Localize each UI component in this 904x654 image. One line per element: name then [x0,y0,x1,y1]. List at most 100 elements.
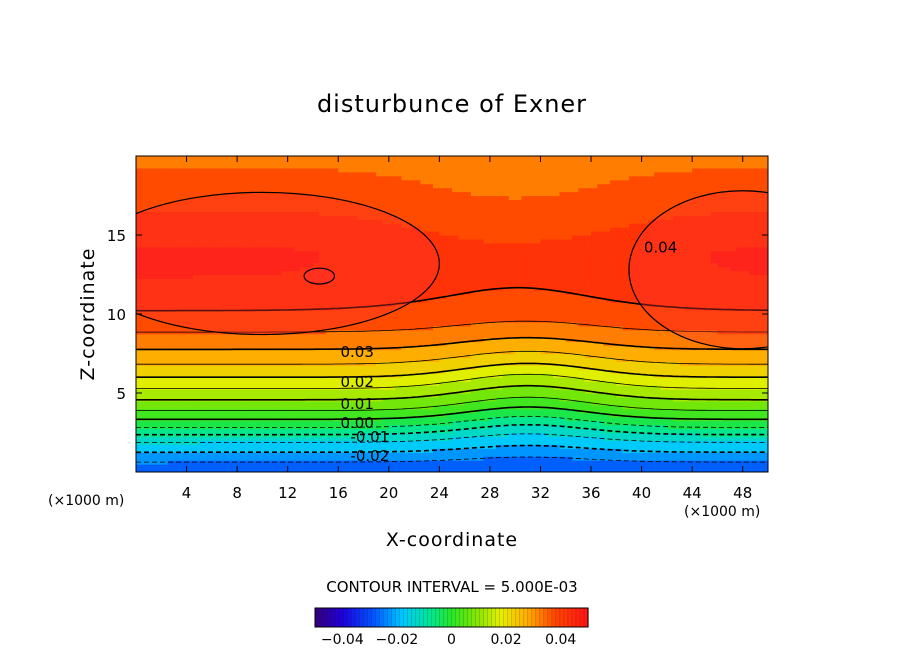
field-cell [148,199,156,204]
field-cell [167,448,175,453]
field-cell [287,159,295,165]
field-cell [338,333,346,339]
field-cell [167,468,175,472]
field-cell [312,365,320,370]
field-cell [268,393,276,398]
field-cell [325,452,333,457]
field-cell [502,167,510,173]
field-cell [192,373,200,378]
field-cell [489,270,497,276]
field-cell [218,211,226,216]
field-cell [382,298,390,303]
field-cell [256,278,263,283]
field-cell [199,262,207,268]
field-cell [161,468,169,472]
field-cell [433,310,440,315]
field-cell [483,211,491,216]
field-cell [180,424,188,430]
field-cell [287,223,295,228]
field-cell [452,373,459,378]
field-cell [205,242,213,248]
field-cell [275,219,282,224]
field-cell [350,215,358,220]
field-cell [388,321,396,327]
field-cell [338,195,346,201]
field-cell [230,436,238,441]
field-cell [376,325,384,331]
field-cell [331,199,339,204]
field-cell [395,183,403,189]
field-cell [300,385,308,390]
field-cell [426,310,434,315]
field-cell [205,357,213,362]
field-cell [508,428,516,434]
field-cell [287,464,295,469]
field-cell [268,223,276,228]
field-cell [154,317,162,323]
field-cell [502,317,510,323]
field-cell [489,377,497,382]
field-cell [136,223,143,228]
field-cell [325,408,333,414]
field-cell [401,349,409,355]
field-cell [180,377,188,382]
field-cell [426,452,434,457]
field-cell [401,416,409,422]
field-cell [489,460,497,465]
field-cell [521,345,529,351]
field-cell [275,262,282,268]
field-cell [344,156,352,161]
field-cell [218,321,226,327]
field-cell [161,156,169,161]
field-cell [477,393,485,398]
field-cell [344,231,352,236]
field-cell [167,270,175,276]
field-cell [154,456,162,461]
field-cell [363,262,371,268]
field-cell [230,175,238,181]
field-cell [464,167,472,173]
field-cell [180,456,188,461]
field-cell [186,341,194,347]
field-cell [350,270,358,276]
field-cell [243,258,251,264]
field-cell [180,298,188,303]
field-cell [148,468,156,472]
field-cell [237,191,245,197]
field-cell [325,321,333,327]
field-cell [344,199,352,204]
field-cell [515,235,523,240]
field-cell [496,361,504,366]
field-cell [452,337,459,343]
field-cell [262,404,270,410]
field-cell [319,250,327,256]
field-cell [256,211,263,216]
field-cell [230,393,238,398]
field-cell [426,156,434,161]
field-cell [464,393,472,398]
field-cell [180,460,188,465]
field-cell [218,448,226,453]
field-cell [325,412,333,418]
field-cell [306,215,314,220]
field-cell [205,274,213,280]
field-cell [338,159,346,165]
field-cell [502,306,510,311]
field-cell [344,310,352,315]
field-cell [161,262,169,268]
field-cell [205,369,213,374]
field-cell [180,156,188,161]
field-cell [508,274,516,280]
field-cell [154,219,162,224]
field-cell [319,468,327,472]
field-cell [218,460,226,465]
field-cell [230,231,238,236]
field-cell [407,215,415,220]
field-cell [401,286,409,291]
field-cell [205,444,213,449]
field-cell [249,337,257,343]
field-cell [275,242,282,248]
field-cell [363,270,371,276]
field-cell [414,175,421,181]
field-cell [489,412,497,418]
